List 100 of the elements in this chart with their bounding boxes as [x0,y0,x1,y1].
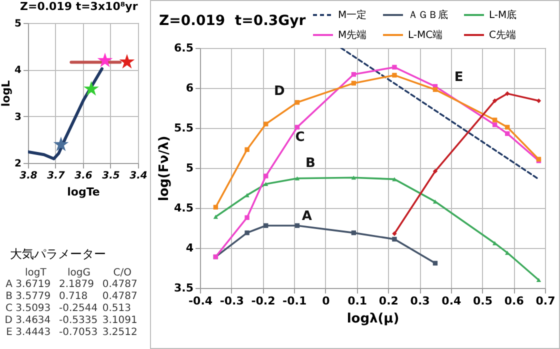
point [264,174,268,178]
y-tick-label: B [6,291,13,302]
y-tick-label: D [4,315,13,326]
x-tick-label: 0.3 [410,294,430,308]
x-tick-label: 3.5 [102,170,120,182]
x-axis-title: logTe [67,186,100,198]
annotation: B [305,156,316,172]
x-tick-label: -0.3 [220,294,244,308]
point [351,230,356,236]
y-tick-label: 4 [14,65,22,76]
point [432,168,438,174]
annotation: C [295,130,305,145]
annotation: A [302,209,312,224]
x-tick-label: 0.7 [536,294,556,308]
data-label: 3.1091 [102,315,138,326]
data-label: 3.4443 [16,327,51,338]
x-tick-label: 0 [322,294,330,308]
data-label: 2.1879 [59,279,94,290]
y-tick-label: 4.5 [174,202,194,214]
y-tick-label: 6 [186,82,194,94]
x-tick-label: 3.4 [130,170,148,182]
point [432,87,438,92]
point [244,230,250,236]
y-axis-title: logL [0,80,13,107]
point [351,72,356,77]
y-tick-label: 2 [14,158,22,170]
x-tick-label: -0.1 [282,294,307,308]
data-label: 3.2512 [102,327,138,338]
point [492,98,498,104]
legend-label: C先端 [489,29,516,41]
data-label: -0.5335 [59,315,98,326]
point [264,182,268,186]
point [264,122,268,126]
point [294,124,300,130]
x-tick-label: 0.1 [348,294,368,308]
point [351,176,356,180]
point [392,236,397,242]
y-tick-label: A [6,279,13,290]
point [244,147,250,152]
legend-label: L-MC端 [408,29,443,41]
y-tick-label: 3.5 [174,282,194,294]
annotation: E [454,70,464,85]
x-tick-label: 0.2 [378,294,398,308]
x-tick-label: 0.4 [442,294,462,308]
x-tick-label: 3.6 [74,170,92,182]
y-tick-label: 5 [14,18,22,30]
point [505,91,510,96]
y-tick-label: 6.5 [174,42,194,54]
point [505,131,510,136]
data-label: -0.2544 [59,303,98,314]
y-tick-label: 5.5 [174,122,194,134]
x-axis-title: logλ(μ) [346,312,400,326]
legend-label: M先端 [338,29,367,41]
data-label: 0.4787 [102,291,138,302]
data-label: 3.5093 [16,303,51,314]
point [213,214,218,219]
x-tick-label: 3.7 [47,170,65,182]
x-tick-label: 0.5 [473,294,493,308]
point [294,176,300,180]
point [432,260,438,266]
data-label: 0.513 [102,303,131,314]
x-tick-label: logG [68,268,90,278]
chart-title: 大気パラメーター [10,246,106,263]
y-tick-label: 5 [186,162,194,174]
point [492,122,498,128]
point [97,52,113,68]
data-label: -0.7053 [59,327,98,338]
legend-label: L-M底 [489,9,517,21]
annotation: D [274,84,285,100]
point [294,223,300,228]
x-tick-label: C/O [113,268,132,278]
point [505,124,510,130]
data-label: 0.4787 [102,279,138,290]
chart-title: Z=0.019 t=3x10⁸yr [20,0,138,13]
point [213,204,218,210]
x-tick-label: logT [24,268,48,278]
point [264,223,268,228]
point [53,136,69,152]
x-tick-label: -0.4 [188,294,213,308]
line-series [28,67,104,160]
point [536,98,542,104]
y-tick-label: 4 [186,242,194,254]
legend-label: ＡＧＢ底 [408,9,448,21]
point [536,278,542,282]
point [492,118,498,122]
x-tick-label: -0.2 [251,294,276,308]
point [392,72,397,78]
y-tick-label: E [6,327,12,338]
x-tick-label: 3.8 [20,170,38,182]
point [351,80,356,86]
data-label: 3.5779 [16,291,51,302]
y-tick-label: 3 [14,112,22,123]
data-label: 3.6719 [16,279,51,290]
point [84,81,99,96]
line-series [213,176,542,282]
point [294,100,300,105]
point [392,64,397,70]
y-axis-title: log(Fν/λ) [157,136,172,202]
x-tick-label: 0.6 [504,294,524,308]
point [244,215,250,220]
